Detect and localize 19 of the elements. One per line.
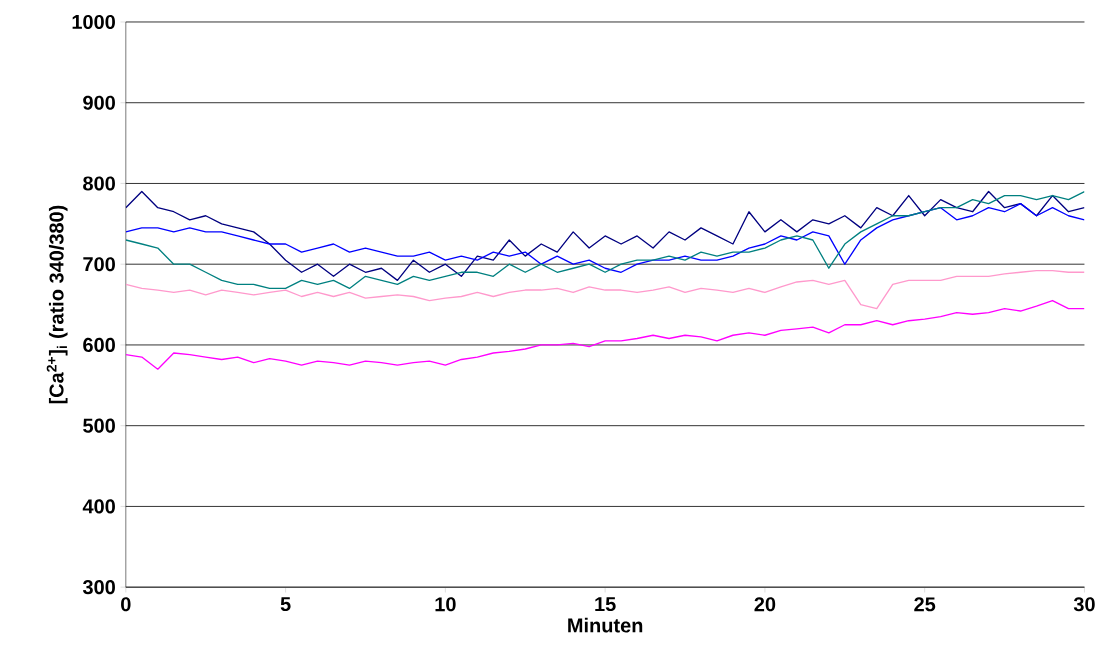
y-tick-label: 400: [82, 499, 115, 514]
y-tick-label: 800: [83, 176, 115, 191]
y-tick-label: 900: [83, 95, 115, 110]
x-tick-label: 5: [280, 597, 291, 612]
x-tick-label: 10: [435, 597, 456, 612]
line-series: [125, 202, 1085, 273]
y-tick-label: 300: [82, 580, 115, 595]
line-series: [125, 299, 1085, 370]
x-tick-label: 20: [754, 597, 776, 612]
x-tick-label: 0: [121, 597, 131, 612]
x-tick-label: 30: [1073, 597, 1095, 612]
x-axis-title: Minuten: [568, 617, 643, 633]
y-tick-label: 600: [83, 337, 115, 352]
x-tick-label: 15: [595, 597, 616, 612]
y-tick-label: 700: [83, 257, 115, 272]
y-axis-title: [Ca$^{2+}$]$_{i}$ (ratio 340/380): [46, 205, 68, 404]
y-tick-label: 1000: [72, 14, 115, 30]
y-tick-label: 500: [83, 418, 115, 433]
x-tick-label: 25: [914, 597, 936, 612]
